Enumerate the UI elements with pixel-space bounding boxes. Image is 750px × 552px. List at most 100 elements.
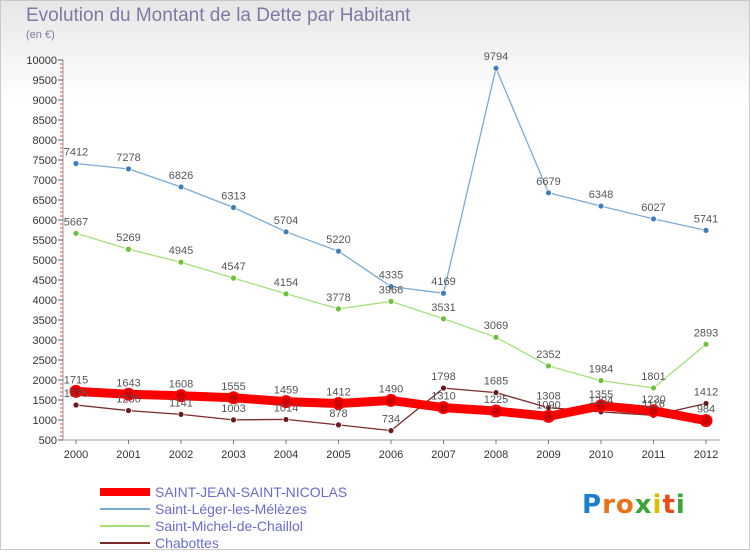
x-tick-label: 2004 [274, 449, 298, 461]
legend-swatch [100, 508, 150, 510]
data-label: 1412 [694, 387, 718, 399]
legend-swatch [100, 488, 150, 496]
data-point [492, 333, 500, 341]
legend-label: Saint-Léger-les-Mélèzes [155, 501, 307, 517]
data-point [282, 290, 290, 298]
data-point [650, 215, 657, 223]
logo-letter: r [602, 490, 616, 520]
y-tick-label: 5500 [33, 235, 57, 247]
chart-title: Evolution du Montant de la Dette par Hab… [26, 5, 411, 26]
data-point [440, 384, 447, 392]
chart-axes: 500 1000 1500 2000 2500 3000 3500 4000 4500 5000 5… [26, 55, 720, 461]
data-point [177, 183, 185, 191]
data-point [597, 202, 605, 210]
logo-letter: x [634, 490, 653, 520]
legend-swatch [100, 525, 150, 527]
x-tick-label: 2009 [536, 449, 560, 461]
data-point [279, 395, 293, 409]
data-point [650, 384, 657, 392]
data-label: 3531 [431, 302, 455, 314]
y-tick-label: 5000 [33, 255, 57, 267]
data-label: 1090 [536, 399, 560, 411]
data-point [72, 401, 80, 409]
data-point [125, 245, 132, 253]
y-tick-label: 6500 [33, 195, 57, 207]
data-point [335, 421, 342, 429]
x-tick-label: 2002 [169, 449, 193, 461]
data-point [440, 315, 447, 323]
data-label: 2352 [536, 349, 560, 361]
data-point [230, 416, 237, 424]
data-point [545, 362, 552, 370]
data-label: 5220 [326, 234, 350, 246]
y-tick-label: 9000 [33, 95, 57, 107]
data-label: 6027 [641, 202, 665, 214]
data-point [594, 399, 608, 413]
data-point [69, 384, 83, 398]
y-tick-label: 4000 [33, 295, 57, 307]
data-point [332, 397, 345, 411]
data-label: 6348 [589, 189, 613, 201]
data-label: 6313 [221, 190, 245, 202]
y-tick-label: 4500 [33, 275, 57, 287]
y-tick-label: 9500 [33, 75, 57, 87]
data-label: 1801 [641, 371, 665, 383]
data-label: 1355 [589, 389, 613, 401]
data-point [492, 64, 500, 72]
data-label: 1014 [274, 402, 298, 414]
x-tick-label: 2007 [431, 449, 455, 461]
data-label: 1236 [116, 394, 140, 406]
y-tick-label: 500 [39, 435, 57, 447]
data-label: 1141 [169, 397, 193, 409]
data-label: 1555 [221, 381, 245, 393]
data-point [227, 391, 240, 405]
data-point [72, 160, 80, 167]
data-label: 984 [697, 404, 715, 416]
y-tick-label: 2500 [33, 355, 57, 367]
data-label: 7412 [64, 147, 88, 159]
data-label: 1225 [484, 394, 508, 406]
data-point [177, 258, 185, 266]
data-point [387, 283, 395, 291]
data-label: 5269 [116, 232, 140, 244]
data-label: 1230 [641, 394, 665, 406]
y-tick-label: 2000 [33, 375, 57, 387]
data-point [387, 297, 395, 305]
data-label: 2893 [694, 327, 718, 339]
data-point [282, 228, 290, 236]
data-point [72, 229, 80, 237]
data-point [545, 189, 552, 197]
y-tick-label: 8500 [33, 115, 57, 127]
data-label: 1798 [431, 371, 455, 383]
data-point [440, 289, 447, 297]
x-tick-label: 2006 [379, 449, 403, 461]
data-point [492, 389, 500, 397]
data-point [125, 407, 132, 414]
data-label: 734 [382, 414, 400, 426]
data-point [230, 204, 237, 211]
data-label: 1116 [642, 398, 665, 410]
x-tick-label: 2000 [64, 449, 88, 461]
data-label: 1608 [169, 379, 193, 391]
data-label: 3966 [379, 284, 403, 296]
data-point [542, 409, 555, 423]
y-tick-label: 3500 [33, 315, 57, 327]
data-point [335, 305, 342, 313]
x-tick-label: 2008 [484, 449, 508, 461]
data-point [282, 416, 290, 423]
data-label: 5667 [64, 216, 88, 228]
data-point [125, 165, 132, 173]
data-point [437, 401, 450, 415]
data-point [387, 427, 395, 435]
y-tick-label: 7500 [33, 155, 57, 167]
y-tick-label: 3000 [33, 335, 57, 347]
logo-letter: P [582, 490, 603, 520]
legend-label: Chabottes [155, 535, 219, 551]
data-point [702, 400, 710, 407]
data-label: 9794 [484, 51, 508, 63]
data-label: 1375 [64, 388, 88, 400]
data-label: 878 [329, 408, 347, 420]
data-point [177, 410, 185, 418]
